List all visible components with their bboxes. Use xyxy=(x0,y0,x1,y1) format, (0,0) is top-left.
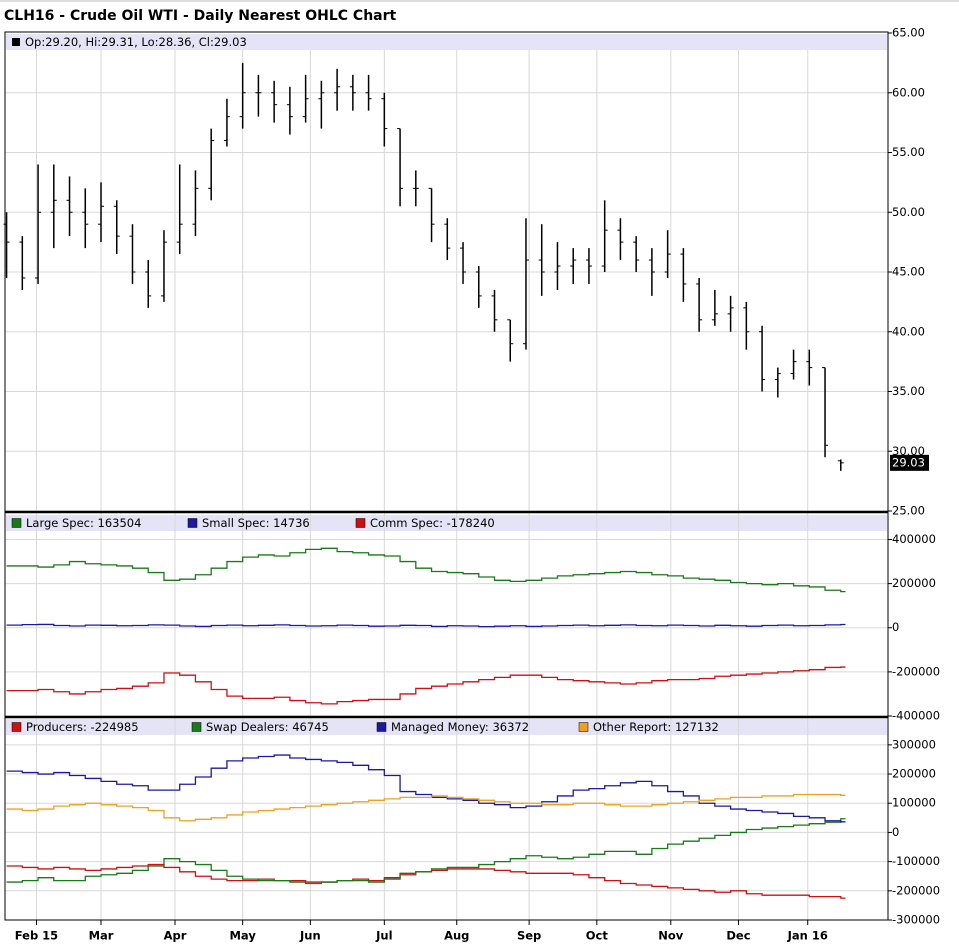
legend-swatch xyxy=(12,38,20,46)
y-tick-label: 25.00 xyxy=(892,504,925,518)
legend-text: Large Spec: 163504 xyxy=(26,516,141,530)
y-tick-label: 40.00 xyxy=(892,324,925,338)
x-tick-label: Aug xyxy=(444,929,469,943)
y-tick-label: -200000 xyxy=(892,883,940,897)
y-tick-label: 200000 xyxy=(892,576,936,590)
legend-swatch xyxy=(376,722,387,732)
plot-frame xyxy=(4,31,889,921)
y-tick-label: 55.00 xyxy=(892,145,925,159)
x-tick-label: Nov xyxy=(658,929,684,943)
y-tick-label: 50.00 xyxy=(892,205,925,219)
x-tick-label: Dec xyxy=(726,929,750,943)
chart-title: CLH16 - Crude Oil WTI - Daily Nearest OH… xyxy=(4,8,397,24)
x-tick-label: Apr xyxy=(164,929,187,943)
x-tick-label: Jun xyxy=(299,929,321,943)
legend-text: Small Spec: 14736 xyxy=(202,516,310,530)
y-tick-label: -100000 xyxy=(892,854,940,868)
last-price-box xyxy=(890,454,929,471)
legend-band xyxy=(6,719,887,735)
y-tick-label: -200000 xyxy=(892,664,940,678)
legend-band xyxy=(6,34,887,50)
series-line xyxy=(6,547,846,593)
series-line xyxy=(6,793,846,822)
series-line xyxy=(6,818,846,885)
y-tick-label: 45.00 xyxy=(892,265,925,279)
y-tick-label: 300000 xyxy=(892,737,936,751)
legend-swatch xyxy=(355,518,366,528)
x-tick-label: May xyxy=(229,929,256,943)
legend-text: Swap Dealers: 46745 xyxy=(206,720,329,734)
x-tick-label: Oct xyxy=(586,929,609,943)
y-tick-label: 400000 xyxy=(892,532,936,546)
series-line xyxy=(6,666,846,705)
x-tick-label: Sep xyxy=(517,929,541,943)
legend-text: Producers: -224985 xyxy=(26,720,139,734)
y-tick-label: 60.00 xyxy=(892,85,925,99)
y-tick-label: 0 xyxy=(892,825,899,839)
legend-swatch xyxy=(187,518,198,528)
y-tick-label: 30.00 xyxy=(892,444,925,458)
y-tick-label: -300000 xyxy=(892,913,940,927)
legend-swatch xyxy=(11,518,22,528)
legend-swatch xyxy=(578,722,589,732)
panel-bg xyxy=(5,513,888,716)
x-tick-label: Jul xyxy=(375,929,392,943)
legend-swatch xyxy=(11,722,22,732)
y-tick-label: 65.00 xyxy=(892,26,925,40)
legend-swatch xyxy=(191,722,202,732)
legend-text: Managed Money: 36372 xyxy=(391,720,529,734)
legend-text: Other Report: 127132 xyxy=(593,720,719,734)
x-tick-label: Jan 16 xyxy=(787,929,828,943)
y-tick-label: 35.00 xyxy=(892,384,925,398)
legend-text: Op:29.20, Hi:29.31, Lo:28.36, Cl:29.03 xyxy=(25,35,247,49)
legend-band xyxy=(6,515,887,531)
x-tick-label: Mar xyxy=(89,929,114,943)
y-tick-label: 0 xyxy=(892,620,899,634)
series-line xyxy=(6,623,846,628)
panel-bg xyxy=(5,718,888,920)
legend-text: Comm Spec: -178240 xyxy=(370,516,495,530)
x-tick-label: Feb 15 xyxy=(15,929,58,943)
y-tick-label: -400000 xyxy=(892,709,940,723)
y-tick-label: 100000 xyxy=(892,796,936,810)
last-price-label: 29.03 xyxy=(892,455,925,469)
y-tick-label: 200000 xyxy=(892,767,936,781)
